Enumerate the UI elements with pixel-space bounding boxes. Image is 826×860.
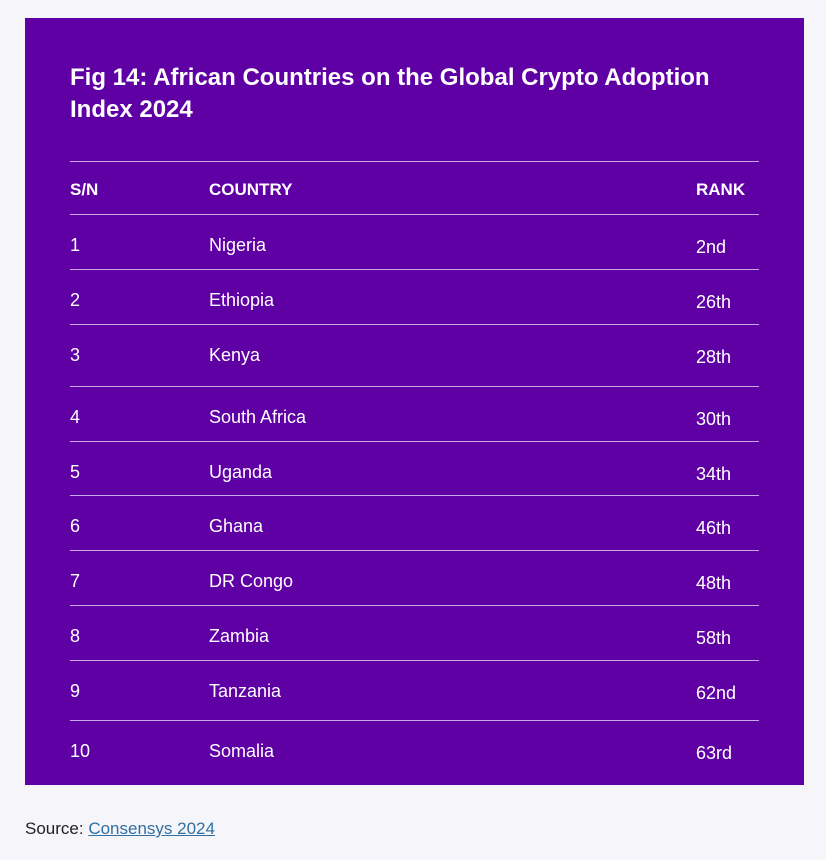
table-row: 10 Somalia 63rd	[70, 721, 759, 781]
table-row: 7 DR Congo 48th	[70, 551, 759, 606]
row-rank: 63rd	[696, 743, 733, 763]
row-country: Tanzania	[209, 681, 282, 701]
row-rank: 58th	[696, 628, 732, 648]
row-rank: 48th	[696, 573, 732, 593]
row-sn: 8	[70, 626, 81, 646]
row-country: Nigeria	[209, 235, 267, 255]
row-sn: 10	[70, 741, 91, 761]
row-sn: 1	[70, 235, 81, 255]
row-country: DR Congo	[209, 571, 294, 591]
table-row: 2 Ethiopia 26th	[70, 270, 759, 325]
row-sn: 3	[70, 345, 81, 365]
row-country: Zambia	[209, 626, 270, 646]
figure-title: Fig 14: African Countries on the Global …	[70, 64, 710, 123]
row-sn: 7	[70, 571, 81, 591]
column-header-rank: RANK	[696, 180, 746, 199]
row-sn: 2	[70, 290, 81, 310]
row-country: South Africa	[209, 407, 307, 427]
ranking-table: S/N COUNTRY RANK 1 Nigeria 2nd 2 Ethiopia 26t…	[70, 161, 759, 781]
table-row: 3 Kenya 28th	[70, 325, 759, 387]
row-sn: 6	[70, 516, 81, 536]
row-rank: 26th	[696, 292, 732, 312]
table-row: 6 Ghana 46th	[70, 496, 759, 551]
row-rank: 46th	[696, 518, 732, 538]
row-rank: 30th	[696, 409, 732, 429]
column-header-sn: S/N	[70, 180, 99, 199]
source-link[interactable]: Consensys 2024	[88, 819, 215, 838]
row-country: Somalia	[209, 741, 275, 761]
row-sn: 5	[70, 462, 81, 482]
table-header-row: S/N COUNTRY RANK	[70, 162, 759, 215]
column-header-country: COUNTRY	[209, 180, 293, 199]
table-body: 1 Nigeria 2nd 2 Ethiopia 26th 3 Kenya 28th 4 South…	[70, 215, 759, 781]
row-rank: 28th	[696, 347, 732, 367]
figure-panel: Fig 14: African Countries on the Global …	[25, 18, 804, 785]
row-rank: 34th	[696, 464, 732, 484]
row-rank: 62nd	[696, 683, 737, 703]
source-note: Source: Consensys 2024	[25, 819, 215, 839]
table-row: 5 Uganda 34th	[70, 442, 759, 496]
row-sn: 9	[70, 681, 81, 701]
table-row: 1 Nigeria 2nd	[70, 215, 759, 270]
table-row: 4 South Africa 30th	[70, 387, 759, 442]
row-rank: 2nd	[696, 237, 727, 257]
row-country: Kenya	[209, 345, 261, 365]
source-label: Source:	[25, 819, 89, 838]
table-row: 8 Zambia 58th	[70, 606, 759, 661]
row-country: Ethiopia	[209, 290, 275, 310]
table-row: 9 Tanzania 62nd	[70, 661, 759, 721]
row-sn: 4	[70, 407, 81, 427]
row-country: Ghana	[209, 516, 264, 536]
row-country: Uganda	[209, 462, 273, 482]
